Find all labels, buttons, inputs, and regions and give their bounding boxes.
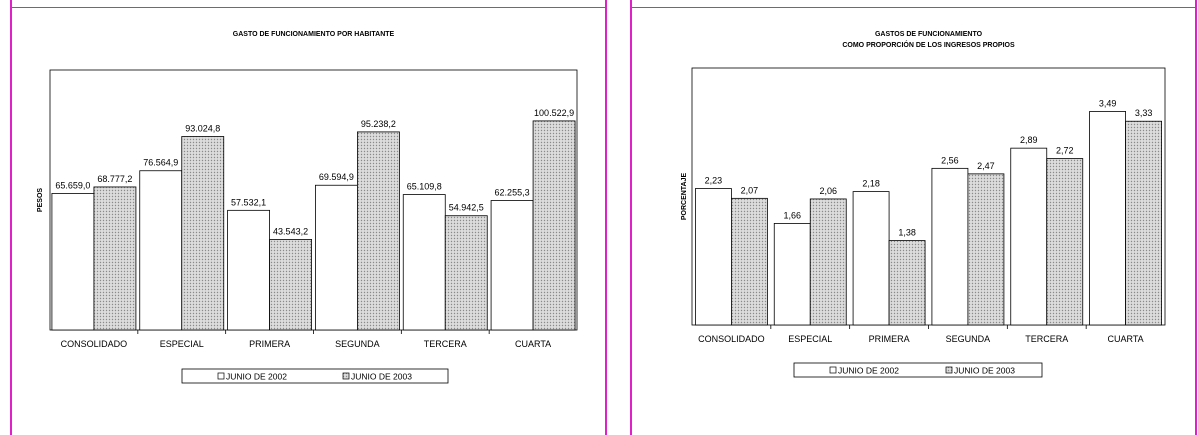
bar-2003-consolidado xyxy=(731,197,768,326)
x-tick-label: PRIMERA xyxy=(869,334,910,344)
data-label: 2,18 xyxy=(862,179,880,189)
x-tick-label: CUARTA xyxy=(1107,334,1143,344)
bar-2003-segunda xyxy=(357,131,400,331)
bar-2003-segunda xyxy=(967,173,1005,326)
data-label: 2,56 xyxy=(941,155,959,165)
data-label: 43.543,2 xyxy=(273,226,308,236)
bar-2003-primera xyxy=(269,239,312,331)
data-label: 95.238,2 xyxy=(361,119,396,129)
legend-label: JUNIO DE 2002 xyxy=(226,372,287,382)
x-tick-label: TERCERA xyxy=(424,339,467,349)
bar-2002-especial xyxy=(773,223,811,326)
data-label: 57.532,1 xyxy=(231,197,266,207)
data-label: 2,06 xyxy=(819,186,837,196)
data-label: 62.255,3 xyxy=(495,188,530,198)
x-tick-label: CUARTA xyxy=(515,339,551,349)
chart-gasto-por-habitante: GASTO DE FUNCIONAMIENTO POR HABITANTE PES… xyxy=(37,31,578,384)
bar-2002-consolidado xyxy=(695,188,732,326)
data-label: 3,33 xyxy=(1135,108,1153,118)
y-axis-label: PESOS xyxy=(37,188,44,212)
legend-swatch xyxy=(945,366,953,374)
right-chart-panel: GASTOS DE FUNCIONAMIENTO COMO PROPORCIÓN … xyxy=(630,0,1197,435)
data-label: 69.594,9 xyxy=(319,172,354,182)
data-label: 54.942,5 xyxy=(449,203,484,213)
data-label: 76.564,9 xyxy=(143,158,178,168)
chart-title: GASTOS DE FUNCIONAMIENTO xyxy=(875,31,983,38)
legend xyxy=(181,368,449,384)
legend xyxy=(793,362,1043,378)
chart-subtitle: COMO PROPORCIÓN DE LOS INGRESOS PROPIOS xyxy=(842,40,1015,49)
data-label: 2,89 xyxy=(1020,135,1038,145)
data-label: 93.024,8 xyxy=(185,124,220,134)
x-tick-label: CONSOLIDADO xyxy=(698,334,765,344)
data-label: 65.659,0 xyxy=(55,180,90,190)
bar-2002-primera xyxy=(852,191,890,326)
bar-2003-cuarta xyxy=(532,120,576,331)
x-tick-label: ESPECIAL xyxy=(160,339,204,349)
x-tick-label: ESPECIAL xyxy=(788,334,832,344)
bar-2003-especial xyxy=(181,136,225,331)
data-label: 2,47 xyxy=(977,161,995,171)
chart-gastos-proporcion: GASTOS DE FUNCIONAMIENTO COMO PROPORCIÓN … xyxy=(681,31,1166,378)
chart-title: GASTO DE FUNCIONAMIENTO POR HABITANTE xyxy=(233,31,395,38)
x-tick-label: CONSOLIDADO xyxy=(61,339,128,349)
data-label: 2,07 xyxy=(741,185,759,195)
legend-swatch xyxy=(342,372,350,380)
data-label: 68.777,2 xyxy=(97,174,132,184)
x-tick-label: SEGUNDA xyxy=(946,334,991,344)
bar-2002-primera xyxy=(227,209,270,331)
bar-2003-tercera xyxy=(444,215,488,331)
left-chart-panel: GASTO DE FUNCIONAMIENTO POR HABITANTE PES… xyxy=(10,0,607,435)
bar-2003-cuarta xyxy=(1125,120,1162,326)
bar-2002-segunda xyxy=(931,167,969,326)
x-tick-label: SEGUNDA xyxy=(335,339,380,349)
bar-2002-segunda xyxy=(315,184,358,331)
data-label: 65.109,8 xyxy=(407,182,442,192)
data-label: 2,72 xyxy=(1056,146,1074,156)
right-panel-border xyxy=(632,7,1195,8)
bar-2003-consolidado xyxy=(93,186,137,331)
x-tick-label: PRIMERA xyxy=(249,339,290,349)
bar-2002-tercera xyxy=(402,194,446,331)
bar-2003-especial xyxy=(809,198,847,326)
data-label: 1,38 xyxy=(898,228,916,238)
data-label: 100.522,9 xyxy=(534,108,574,118)
data-label: 3,49 xyxy=(1099,98,1117,108)
left-panel-border xyxy=(12,7,605,8)
bar-2003-primera xyxy=(888,240,926,326)
data-label: 2,23 xyxy=(705,176,723,186)
legend-label: JUNIO DE 2002 xyxy=(838,366,899,376)
legend-swatch xyxy=(217,372,225,380)
bar-2002-especial xyxy=(139,170,183,331)
bar-2002-tercera xyxy=(1010,147,1048,326)
y-axis-label: PORCENTAJE xyxy=(681,173,688,221)
legend-label: JUNIO DE 2003 xyxy=(954,366,1015,376)
bar-2002-cuarta xyxy=(490,200,534,331)
bar-2002-consolidado xyxy=(51,193,95,331)
data-label: 1,66 xyxy=(783,210,801,220)
legend-swatch xyxy=(829,366,837,374)
bar-2002-cuarta xyxy=(1089,111,1126,326)
x-tick-label: TERCERA xyxy=(1025,334,1068,344)
legend-label: JUNIO DE 2003 xyxy=(351,372,412,382)
bar-2003-tercera xyxy=(1046,158,1084,326)
